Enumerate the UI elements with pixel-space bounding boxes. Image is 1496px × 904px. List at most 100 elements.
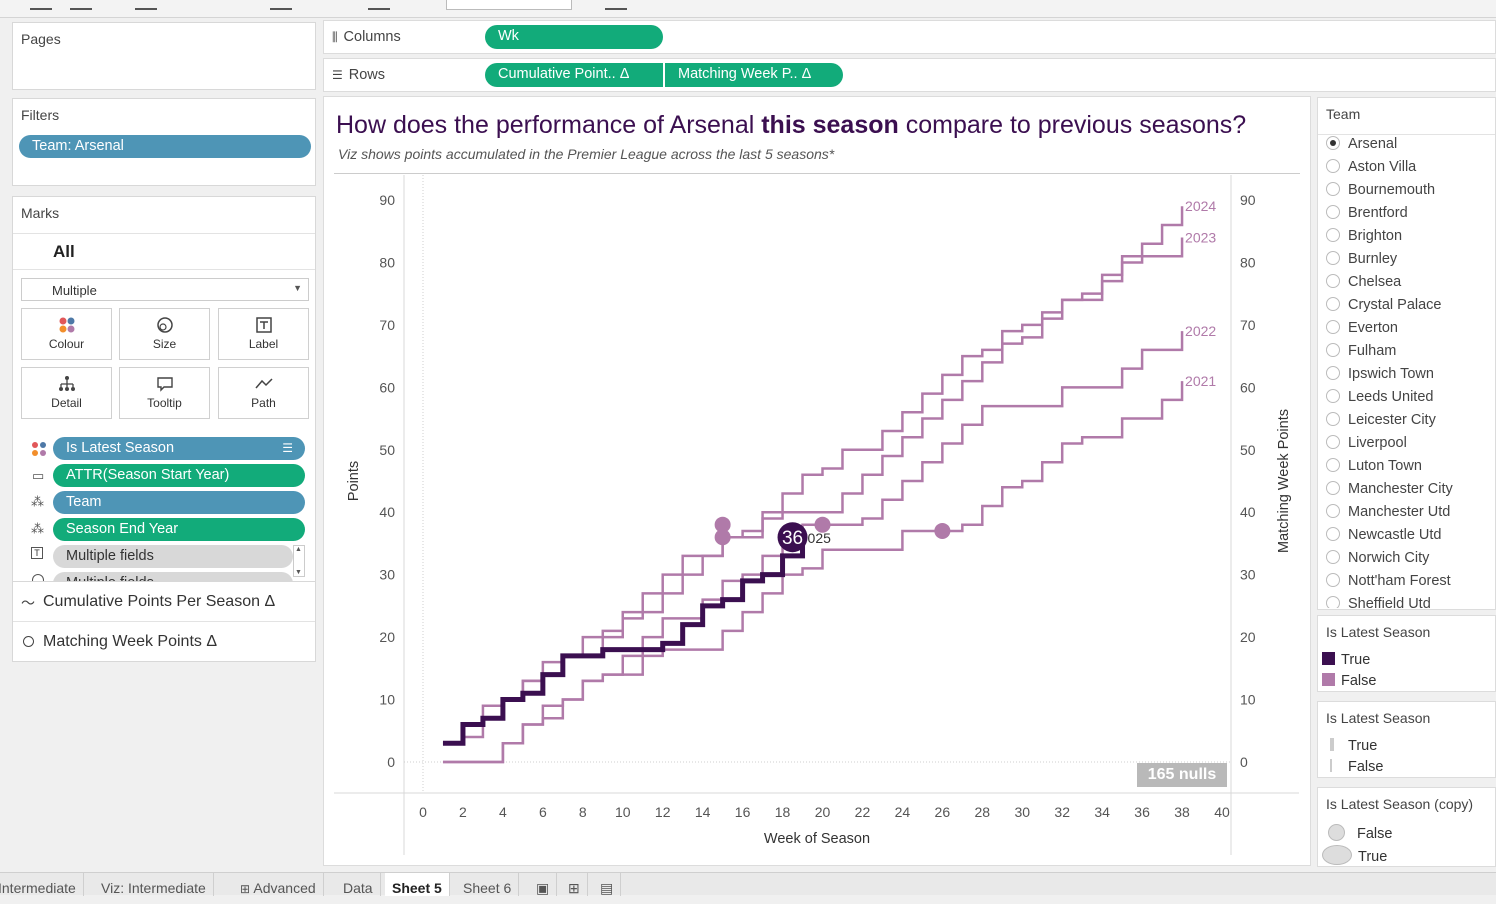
team-option[interactable]: Crystal Palace [1326,297,1441,320]
radio-icon[interactable] [1326,389,1340,403]
radio-icon[interactable] [1326,297,1340,311]
new-story-icon[interactable]: ▤ [593,873,622,896]
radio-icon[interactable] [1326,550,1340,564]
radio-icon[interactable] [1326,527,1340,541]
field-pill-multiple-fields[interactable]: Multiple fields [53,545,293,568]
legend-item-true[interactable]: True [1330,738,1377,754]
radio-icon[interactable] [1326,481,1340,495]
team-option[interactable]: Luton Town [1326,458,1422,481]
mark-type-dropdown[interactable]: Multiple ▼ [21,278,309,301]
rows-pill-matching-week-points[interactable]: Matching Week P.. Δ [665,63,843,87]
series-line-2024[interactable] [442,206,1184,745]
pages-card[interactable]: Pages [12,22,316,90]
series-line-2021[interactable] [442,381,1184,764]
tab-viz-intermediate[interactable]: Viz: Intermediate [94,873,214,896]
team-option[interactable]: Everton [1326,320,1398,343]
team-option[interactable]: Aston Villa [1326,159,1416,182]
team-option[interactable]: Newcastle Utd [1326,527,1441,550]
radio-icon[interactable] [1326,458,1340,472]
radio-icon[interactable] [1326,412,1340,426]
radio-icon[interactable] [1326,205,1340,219]
new-worksheet-icon[interactable]: ▣ [529,873,558,896]
team-option[interactable]: Arsenal [1326,136,1397,159]
team-option[interactable]: Norwich City [1326,550,1429,573]
marks-scrollbar[interactable]: ▲ ▼ [293,545,305,577]
radio-icon[interactable] [1326,435,1340,449]
fit-dropdown[interactable] [446,0,572,10]
toolbar-button[interactable] [135,0,157,10]
field-pill-attr-season-start-year[interactable]: ATTR(Season Start Year) [53,464,305,487]
tab-advanced[interactable]: ⊞ Advanced [233,873,324,896]
field-pill-multiple-fields-2[interactable]: Multiple fields [53,572,293,581]
radio-icon[interactable] [1326,573,1340,587]
team-option[interactable]: Fulham [1326,343,1396,366]
team-option[interactable]: Leeds United [1326,389,1433,412]
series-line-2025[interactable] [442,537,806,746]
toolbar-button[interactable] [368,0,390,10]
mark-label-button[interactable]: Label [218,308,309,360]
legend-item-false[interactable]: False [1322,673,1376,689]
radio-icon[interactable] [1326,366,1340,380]
tab-sheet-5[interactable]: Sheet 5 [385,873,450,896]
team-option[interactable]: Bournemouth [1326,182,1435,205]
tab-intermediate[interactable]: Intermediate [0,873,84,896]
mark-size-button[interactable]: Size [119,308,210,360]
team-option[interactable]: Nott'ham Forest [1326,573,1451,596]
radio-icon[interactable] [1326,159,1340,173]
team-option[interactable]: Burnley [1326,251,1397,274]
radio-icon[interactable] [1326,504,1340,518]
team-option[interactable]: Ipswich Town [1326,366,1434,389]
team-option[interactable]: Leicester City [1326,412,1436,435]
mark-colour-button[interactable]: Colour [21,308,112,360]
radio-icon[interactable] [1326,320,1340,334]
radio-icon[interactable] [1326,228,1340,242]
filter-pill-team[interactable]: Team: Arsenal [19,135,311,158]
team-option[interactable]: Brighton [1326,228,1402,251]
rows-shelf[interactable]: ☰ Rows Cumulative Point.. Δ Matching Week… [323,58,1496,92]
new-dashboard-icon[interactable]: ⊞ [561,873,588,896]
radio-icon[interactable] [1326,343,1340,357]
marks-subcard-cumulative[interactable]: 〜 Cumulative Points Per Season Δ [13,582,315,622]
match-week-marker[interactable] [814,516,831,533]
nulls-indicator[interactable]: 165 nulls [1137,763,1227,787]
series-line-2022[interactable] [442,331,1184,764]
mark-path-button[interactable]: Path [218,367,309,419]
match-week-marker[interactable] [714,529,731,546]
radio-icon[interactable] [1326,274,1340,288]
team-option[interactable]: Sheffield Utd [1326,596,1431,608]
match-week-marker[interactable] [934,522,951,539]
radio-icon[interactable] [1326,136,1340,150]
toolbar-button[interactable] [605,0,627,10]
marks-subcard-matching[interactable]: Matching Week Points Δ [13,622,315,662]
mark-tooltip-button[interactable]: Tooltip [119,367,210,419]
radio-icon[interactable] [1326,182,1340,196]
mark-detail-button[interactable]: Detail [21,367,112,419]
series-line-2023[interactable] [442,237,1184,745]
legend-item-true[interactable]: True [1322,652,1370,668]
toolbar-button[interactable] [30,0,52,10]
toolbar-button[interactable] [270,0,292,10]
viz-area[interactable]: How does the performance of Arsenal this… [323,96,1311,866]
columns-pill-wk[interactable]: Wk [485,25,663,49]
radio-icon[interactable] [1326,596,1340,608]
tab-sheet-6[interactable]: Sheet 6 [456,873,520,896]
team-filter-list[interactable]: Arsenal Aston Villa Bournemouth Brentford Br… [1318,134,1495,608]
current-week-marker[interactable] [777,522,808,553]
tab-data[interactable]: Data [336,873,381,896]
legend-item-false[interactable]: False [1330,759,1383,775]
team-option[interactable]: Chelsea [1326,274,1401,297]
legend-item-false[interactable]: False [1328,824,1392,842]
radio-icon[interactable] [1326,251,1340,265]
toolbar-button[interactable] [70,0,92,10]
field-pill-season-end-year[interactable]: Season End Year [53,518,305,541]
rows-pill-cumulative-points[interactable]: Cumulative Point.. Δ [485,63,663,87]
match-week-marker[interactable] [714,516,731,533]
field-pill-team[interactable]: Team [53,491,305,514]
marks-all-label[interactable]: All [53,242,75,261]
team-option[interactable]: Liverpool [1326,435,1407,458]
team-option[interactable]: Manchester Utd [1326,504,1450,527]
team-option[interactable]: Brentford [1326,205,1408,228]
field-pill-is-latest-season[interactable]: Is Latest Season ☰ [53,437,305,460]
legend-item-true[interactable]: True [1322,845,1387,865]
